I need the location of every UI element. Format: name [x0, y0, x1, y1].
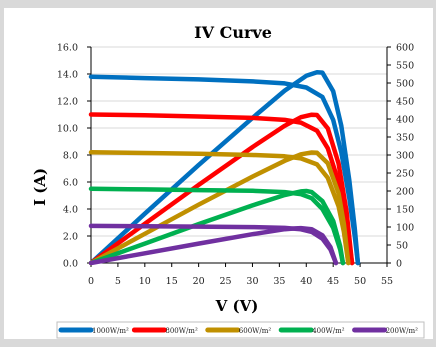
frame-border-left: [0, 0, 4, 347]
iv-curve-4: [88, 186, 346, 266]
plot-series: [88, 69, 361, 266]
y2-tick-label: 600: [396, 43, 414, 54]
y-tick-label: 16.0: [57, 43, 78, 54]
legend-label: 800W/m²: [165, 327, 198, 335]
x-tick-label: 0: [88, 276, 94, 287]
x-tick-label: 50: [354, 276, 366, 287]
y2-tick-label: 250: [396, 169, 414, 180]
x-tick-label: 55: [381, 276, 393, 287]
y-tick-label: 14.0: [57, 70, 78, 81]
power-curve-3: [88, 150, 351, 266]
power-curve-1: [88, 69, 361, 266]
y-axis-label: I (A): [31, 168, 49, 206]
y2-tick-label: 400: [396, 115, 414, 126]
chart-title: IV Curve: [194, 23, 272, 42]
x-tick-label: 10: [139, 276, 151, 287]
y-tick-label: 4.0: [63, 205, 78, 216]
y2-tick-label: 0: [396, 259, 402, 270]
y-tick-label: 2.0: [63, 232, 78, 243]
y-tick-label: 0.0: [63, 259, 78, 270]
frame-border-bottom: [0, 339, 436, 347]
y-tick-label: 8.0: [63, 151, 78, 162]
y2-tick-label: 300: [396, 151, 414, 162]
iv-curve-2: [88, 112, 355, 266]
legend-label: 400W/m²: [312, 327, 345, 335]
y-tick-label: 6.0: [63, 178, 78, 189]
y-tick-label: 10.0: [57, 124, 78, 135]
y-tick-label: 12.0: [57, 97, 78, 108]
y2-tick-label: 150: [396, 205, 414, 216]
legend-box: [56, 321, 425, 339]
y2-tick-label: 200: [396, 187, 414, 198]
y2-tick-label: 350: [396, 133, 414, 144]
x-tick-label: 30: [246, 276, 258, 287]
y2-tick-label: 550: [396, 61, 414, 72]
y2-tick-label: 500: [396, 79, 414, 90]
x-tick-label: 40: [300, 276, 312, 287]
frame-border-top: [0, 0, 436, 8]
y2-tick-label: 100: [396, 223, 414, 234]
y2-tick-label: 50: [396, 241, 408, 252]
iv-curve-5: [88, 223, 339, 266]
x-tick-label: 25: [219, 276, 231, 287]
x-axis-label: V (V): [215, 297, 259, 315]
x-tick-label: 5: [115, 276, 121, 287]
legend-label: 1000W/m²: [92, 327, 129, 335]
x-tick-label: 20: [193, 276, 205, 287]
x-tick-label: 45: [327, 276, 339, 287]
legend-label: 600W/m²: [239, 327, 272, 335]
legend: 1000W/m² 800W/m² 600W/m² 400W/m² 200W/m²: [56, 321, 425, 339]
legend-label: 200W/m²: [386, 327, 419, 335]
x-tick-label: 15: [166, 276, 178, 287]
frame-border-right: [433, 0, 436, 347]
iv-curve-3: [88, 150, 351, 266]
y2-tick-label: 450: [396, 97, 414, 108]
iv-curve-1: [88, 74, 361, 266]
x-tick-label: 35: [273, 276, 285, 287]
tick-labels: 0.02.04.06.08.010.012.014.016.0050100150…: [57, 43, 414, 288]
